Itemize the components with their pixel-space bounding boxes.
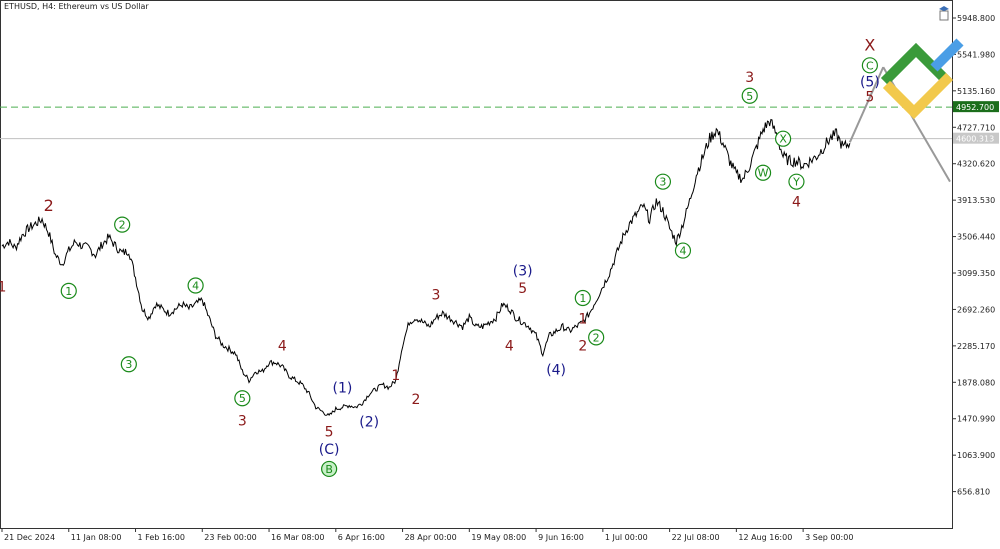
- logo-yellow-chevron: [882, 72, 954, 120]
- wave-label-circle: [674, 242, 692, 259]
- symbol-title: ETHUSD, H4: Ethereum vs US Dollar: [4, 2, 149, 11]
- wave-label: 1: [579, 292, 586, 305]
- x-tick-label: 6 Apr 16:00: [338, 533, 385, 542]
- wave-label-circle: [861, 57, 878, 74]
- wave-label: 1: [391, 368, 400, 384]
- wave-label: 1: [578, 312, 587, 328]
- x-tick-label: 16 Mar 08:00: [271, 533, 324, 542]
- x-tick-label: 1 Jul 00:00: [605, 533, 648, 542]
- wave-label: 4: [278, 338, 287, 354]
- wave-label: 2: [593, 331, 600, 344]
- x-tick-label: 28 Apr 00:00: [405, 533, 457, 542]
- y-tick-label: 5948.800: [957, 14, 995, 23]
- brand-logo: [880, 38, 964, 120]
- wave-label: 3: [125, 358, 132, 371]
- wave-label: X: [864, 36, 875, 55]
- wave-label: 4: [679, 245, 686, 258]
- y-tick-label: 3099.350: [957, 269, 995, 278]
- wave-label: X: [779, 133, 787, 146]
- y-tick-label: 1063.900: [957, 451, 995, 460]
- wave-label: W: [758, 167, 769, 180]
- price-level-label: 4952.700: [956, 103, 994, 112]
- y-tick-label: 2692.260: [957, 305, 995, 314]
- y-tick-label: 4320.620: [957, 160, 995, 169]
- wave-label: 2: [44, 196, 54, 215]
- y-tick-label: 2285.170: [957, 342, 995, 351]
- wave-label-circle: [114, 216, 131, 233]
- wave-label-circle: [774, 130, 792, 147]
- y-tick-label: 4727.710: [957, 123, 995, 132]
- wave-label: 2: [578, 338, 587, 354]
- wave-label: B: [325, 463, 333, 476]
- x-tick-label: 11 Jan 08:00: [71, 533, 122, 542]
- tool-square-icon: [939, 10, 949, 21]
- x-tick-label: 19 May 08:00: [471, 533, 526, 542]
- y-tick-label: 656.810: [957, 488, 990, 497]
- wave-label: 1: [65, 285, 72, 298]
- wave-label: 2: [411, 392, 420, 408]
- wave-label: (3): [513, 263, 533, 279]
- wave-label: 5: [518, 281, 527, 297]
- wave-label-circle: [788, 173, 805, 190]
- price-line: [1, 118, 851, 416]
- wave-label-circle: [187, 277, 204, 294]
- wave-label-circle: [654, 173, 672, 190]
- wave-label-circle: [120, 356, 137, 373]
- wave-label: (2): [359, 415, 379, 431]
- wave-label: 3: [659, 176, 666, 189]
- wave-label-circle: [754, 164, 772, 181]
- wave-label-circle: [741, 87, 758, 104]
- wave-label-circle: [60, 282, 77, 299]
- wave-label-circle: [321, 460, 338, 478]
- wave-label: (5): [860, 74, 880, 90]
- wave-label: (C): [319, 442, 340, 458]
- wave-label: 3: [745, 70, 754, 86]
- wave-label: 5: [325, 424, 334, 440]
- x-tick-label: 21 Dec 2024: [4, 533, 55, 542]
- graduation-cap-icon: [939, 6, 949, 11]
- wave-label: 5: [239, 392, 246, 405]
- y-tick-label: 5541.980: [957, 50, 995, 59]
- x-tick-label: 23 Feb 00:00: [204, 533, 256, 542]
- x-tick-label: 1 Feb 16:00: [138, 533, 185, 542]
- wave-label: 5: [746, 90, 753, 103]
- wave-label: 4: [192, 279, 199, 292]
- wave-label: 4: [792, 194, 801, 210]
- projection-line: [848, 66, 885, 143]
- price-level-label-bg: [953, 132, 999, 144]
- wave-label: 2: [119, 219, 126, 232]
- wave-label-circle: [234, 390, 251, 407]
- price-level-label-bg: [953, 101, 999, 113]
- x-tick-label: 12 Aug 16:00: [738, 533, 792, 542]
- wave-label: 3: [431, 287, 440, 303]
- y-tick-label: 1878.080: [957, 378, 995, 387]
- wave-label: 3: [238, 414, 247, 430]
- y-tick-label: 5135.160: [957, 87, 995, 96]
- wave-label: 5: [865, 90, 874, 106]
- wave-label-circle: [574, 289, 591, 307]
- x-tick-label: 3 Sep 00:00: [805, 533, 853, 542]
- wave-label: Y: [792, 176, 800, 189]
- plot-frame: [0, 0, 953, 529]
- wave-label: 1: [0, 279, 6, 295]
- wave-label: C: [866, 59, 874, 72]
- logo-blue-bar: [930, 38, 964, 72]
- y-tick-label: 3506.440: [957, 233, 995, 242]
- wave-label: (4): [546, 363, 566, 379]
- x-tick-label: 9 Jun 16:00: [538, 533, 584, 542]
- y-tick-label: 1470.990: [957, 415, 995, 424]
- price-level-label: 4600.313: [956, 135, 994, 144]
- x-tick-label: 22 Jul 08:00: [672, 533, 720, 542]
- wave-label-circle: [588, 329, 605, 346]
- wave-label: 4: [505, 338, 514, 354]
- wave-label: (1): [333, 380, 353, 396]
- y-tick-label: 3913.530: [957, 196, 995, 205]
- top-right-tools: [939, 6, 949, 21]
